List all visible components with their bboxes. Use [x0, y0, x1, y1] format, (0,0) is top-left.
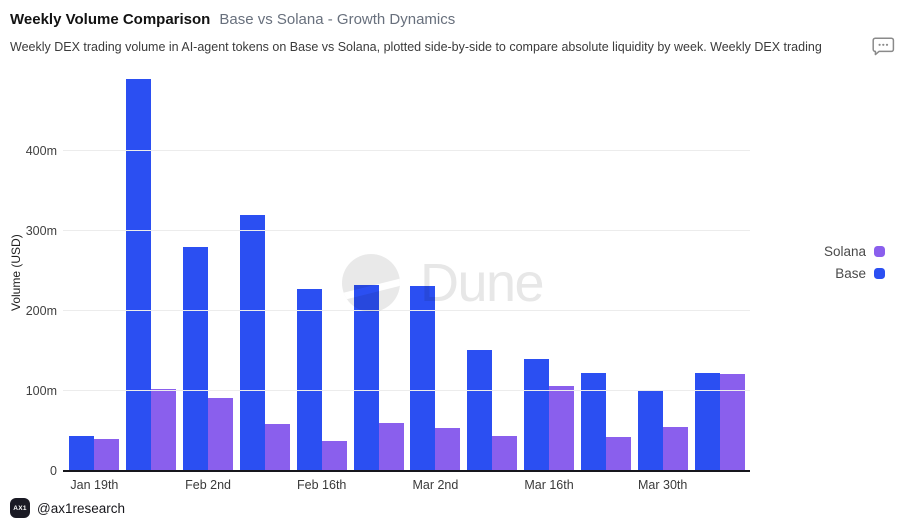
speech-bubble-icon: [872, 37, 895, 56]
legend-item-solana[interactable]: Solana: [824, 244, 885, 259]
header: Weekly Volume Comparison Base vs Solana -…: [10, 10, 455, 29]
bar-group-2: [123, 71, 180, 471]
bar-base-6[interactable]: [353, 284, 379, 471]
plot-area: [63, 71, 750, 471]
gridline-100m: [63, 390, 750, 391]
y-tick-100m: 100m: [25, 384, 57, 398]
bar-solana-3[interactable]: [208, 398, 234, 471]
x-tick-feb-2nd: Feb 2nd: [185, 478, 231, 492]
bars-row: [66, 71, 748, 471]
y-tick-200m: 200m: [25, 304, 57, 318]
x-tick-empty: [123, 478, 180, 492]
bar-group-11: [634, 71, 691, 471]
bar-base-4[interactable]: [239, 215, 265, 471]
gridline-300m: [63, 230, 750, 231]
bar-group-4: [236, 71, 293, 471]
legend-label: Base: [835, 266, 866, 281]
comment-icon[interactable]: [872, 36, 895, 61]
x-axis-line: [63, 470, 750, 472]
bar-solana-10[interactable]: [605, 437, 631, 471]
bar-base-3[interactable]: [183, 247, 209, 471]
x-tick-empty: [691, 478, 748, 492]
ax1-logo-badge: AX1: [10, 498, 30, 518]
legend-swatch-base: [874, 268, 885, 279]
x-tick-mar-30th: Mar 30th: [638, 478, 688, 492]
x-tick-empty: [577, 478, 634, 492]
bar-base-11[interactable]: [637, 391, 663, 471]
bar-base-5[interactable]: [296, 289, 322, 471]
bar-solana-2[interactable]: [151, 388, 177, 471]
bar-group-9: [521, 71, 578, 471]
bar-group-5: [293, 71, 350, 471]
bar-base-10[interactable]: [580, 373, 606, 471]
bar-group-3: [180, 71, 237, 471]
bar-base-7[interactable]: [410, 286, 436, 471]
bar-solana-4[interactable]: [264, 423, 290, 471]
bar-group-6: [350, 71, 407, 471]
bar-base-8[interactable]: [467, 350, 493, 471]
bar-base-2[interactable]: [126, 79, 152, 471]
bar-solana-5[interactable]: [321, 440, 347, 471]
x-tick-mar-2nd: Mar 2nd: [412, 478, 459, 492]
bar-group-8: [464, 71, 521, 471]
y-axis-tick-labels: 0 100m 200m 300m 400m: [0, 71, 57, 478]
chart-subtitle: Base vs Solana - Growth Dynamics: [219, 11, 456, 28]
x-tick-empty: [350, 478, 407, 492]
y-tick-300m: 300m: [25, 224, 57, 238]
x-tick-empty: [236, 478, 293, 492]
y-tick-0: 0: [50, 464, 57, 478]
description-row: Weekly DEX trading volume in AI-agent to…: [10, 36, 895, 61]
x-tick-jan-19th: Jan 19th: [70, 478, 119, 492]
x-tick-feb-16th: Feb 16th: [297, 478, 347, 492]
bar-base-9[interactable]: [524, 359, 550, 471]
legend-label: Solana: [823, 244, 866, 259]
chart-description: Weekly DEX trading volume in AI-agent to…: [10, 40, 822, 54]
bar-group-12: [691, 71, 748, 471]
bar-base-12[interactable]: [694, 373, 720, 471]
x-axis-labels: Jan 19th Feb 2nd Feb 16th Mar 2nd Mar 16th Ma…: [66, 478, 748, 492]
gridline-200m: [63, 310, 750, 311]
bar-solana-1[interactable]: [94, 439, 120, 471]
bar-group-7: [407, 71, 464, 471]
bar-base-1[interactable]: [69, 435, 95, 471]
gridline-400m: [63, 150, 750, 151]
author-handle: @ax1research: [37, 500, 125, 516]
bar-solana-9[interactable]: [549, 386, 575, 471]
bar-solana-7[interactable]: [435, 427, 461, 471]
chart-title: Weekly Volume Comparison: [10, 11, 211, 28]
y-tick-400m: 400m: [25, 144, 57, 158]
bar-solana-11[interactable]: [662, 427, 688, 471]
bar-solana-8[interactable]: [492, 435, 518, 471]
x-tick-mar-16th: Mar 16th: [524, 478, 574, 492]
footer-attribution: AX1 @ax1research: [10, 498, 125, 518]
bar-solana-6[interactable]: [378, 423, 404, 471]
bar-group-1: [66, 71, 123, 471]
legend: Solana Base: [824, 244, 885, 281]
legend-swatch-solana: [874, 246, 885, 257]
bar-group-10: [577, 71, 634, 471]
bar-solana-12[interactable]: [719, 374, 745, 471]
x-tick-empty: [464, 478, 521, 492]
legend-item-base[interactable]: Base: [835, 266, 885, 281]
